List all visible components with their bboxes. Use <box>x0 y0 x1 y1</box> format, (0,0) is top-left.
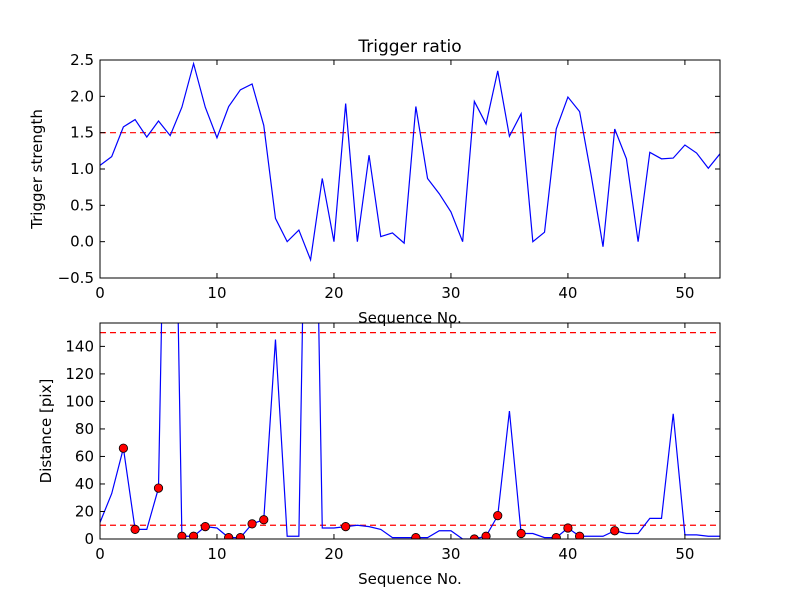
trigger-x-tick-label: 40 <box>558 284 577 302</box>
trigger-y-tick-label: 0.5 <box>70 196 94 214</box>
distance-marker <box>188 531 199 539</box>
distance-series-line <box>100 323 720 539</box>
distance-marker <box>516 528 526 539</box>
trigger-y-tick-label: 2.5 <box>70 51 94 69</box>
distance-x-tick-label: 0 <box>95 545 105 563</box>
distance-marker <box>610 526 620 536</box>
trigger-y-tick-label: −0.5 <box>58 269 94 287</box>
distance-marker <box>177 531 187 539</box>
distance-axes-frame <box>99 322 721 540</box>
distance-marker <box>563 523 573 533</box>
distance-marker <box>259 515 269 525</box>
trigger-y-tick-label: 1.0 <box>70 160 94 178</box>
distance-marker <box>247 519 257 529</box>
distance-marker <box>341 522 351 532</box>
distance-x-axis-label: Sequence No. <box>358 570 462 588</box>
distance-marker <box>411 533 421 539</box>
distance-marker <box>224 533 234 539</box>
distance-marker <box>481 531 491 539</box>
trigger-x-tick-label: 50 <box>675 284 694 302</box>
distance-chart: 0 10 20 30 40 50 0 20 40 60 80 100 120 140 Sequence N… <box>37 322 721 588</box>
trigger-plot-area <box>100 61 720 263</box>
distance-y-tick-label: 40 <box>75 475 94 493</box>
distance-x-tick-label: 40 <box>558 545 577 563</box>
distance-y-tick-label: 80 <box>75 420 94 438</box>
distance-ticks: 0 10 20 30 40 50 0 20 40 60 80 100 120 140 <box>65 323 720 563</box>
distance-y-tick-label: 120 <box>65 365 94 383</box>
trigger-x-axis-label: Sequence No. <box>358 309 462 327</box>
chart-title: Trigger ratio <box>357 37 461 57</box>
trigger-y-axis-label: Trigger strength <box>28 109 46 230</box>
trigger-series-line <box>100 61 720 263</box>
distance-y-tick-label: 100 <box>65 392 94 410</box>
distance-y-tick-label: 140 <box>65 337 94 355</box>
distance-y-tick-label: 20 <box>75 502 94 520</box>
trigger-ratio-chart: Trigger ratio 0 10 20 30 40 50 −0.5 0.0 0.5 1.0 1.… <box>28 37 721 327</box>
distance-y-axis-label: Distance [pix] <box>37 379 55 484</box>
distance-plot-area <box>100 323 720 539</box>
distance-marker <box>200 522 210 532</box>
distance-marker <box>575 531 585 539</box>
distance-x-tick-label: 10 <box>207 545 226 563</box>
distance-marker <box>551 533 561 539</box>
distance-marker <box>130 524 140 534</box>
trigger-ticks: 0 10 20 30 40 50 −0.5 0.0 0.5 1.0 1.5 2.0 2.5 <box>58 51 720 302</box>
trigger-x-tick-label: 20 <box>324 284 343 302</box>
distance-marker <box>118 443 128 453</box>
distance-marker <box>235 533 245 539</box>
trigger-x-tick-label: 30 <box>441 284 460 302</box>
distance-x-tick-label: 50 <box>675 545 694 563</box>
distance-x-tick-label: 30 <box>441 545 460 563</box>
trigger-y-tick-label: 2.0 <box>70 87 94 105</box>
trigger-y-tick-label: 1.5 <box>70 124 94 142</box>
distance-y-tick-label: 0 <box>84 530 94 548</box>
distance-marker <box>493 511 503 521</box>
distance-marker <box>153 483 164 493</box>
trigger-x-tick-label: 10 <box>207 284 226 302</box>
trigger-y-tick-label: 0.0 <box>70 233 94 251</box>
trigger-x-tick-label: 0 <box>95 284 105 302</box>
distance-x-tick-label: 20 <box>324 545 343 563</box>
distance-y-tick-label: 60 <box>75 447 94 465</box>
